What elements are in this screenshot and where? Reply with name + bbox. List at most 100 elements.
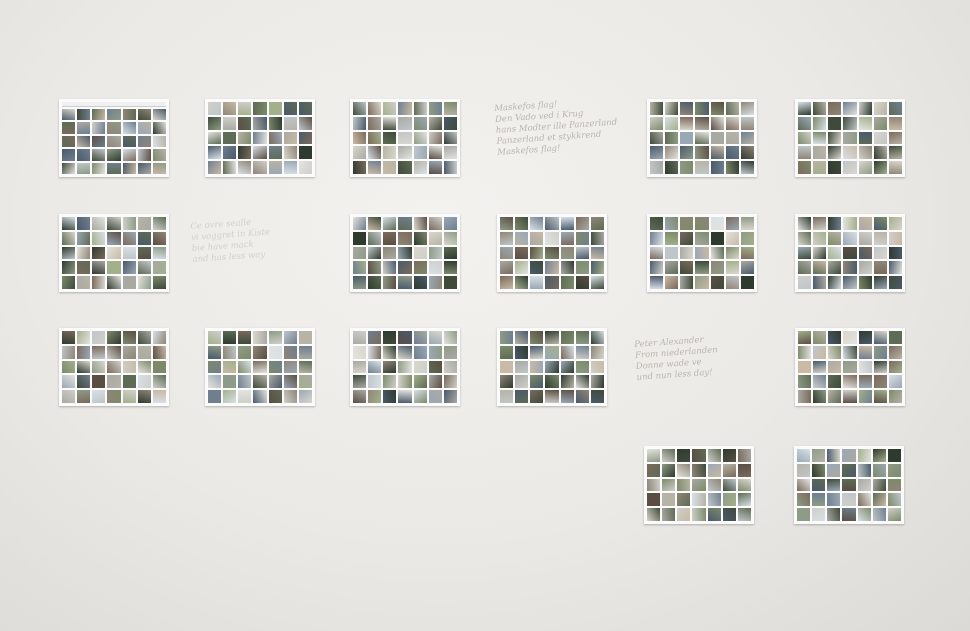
- photo-thumbnail: [812, 463, 826, 477]
- photo-thumbnail: [398, 345, 412, 359]
- photo-thumbnail: [828, 231, 842, 245]
- photo-thumbnail: [843, 161, 857, 174]
- photo-thumbnail: [530, 345, 544, 359]
- photo-thumbnail: [122, 390, 136, 403]
- photo-thumbnail: [283, 331, 297, 344]
- photo-thumbnail: [857, 449, 871, 462]
- photo-thumbnail: [77, 261, 91, 275]
- photo-thumbnail: [238, 331, 252, 344]
- photo-thumbnail: [413, 261, 427, 275]
- photo-thumbnail: [858, 102, 872, 115]
- photo-thumbnail: [62, 390, 76, 403]
- photo-thumbnail: [500, 276, 514, 289]
- photo-thumbnail: [662, 493, 676, 507]
- photo-thumbnail: [740, 217, 754, 230]
- photo-thumbnail: [665, 231, 679, 245]
- photo-thumbnail: [740, 116, 754, 130]
- photo-thumbnail: [575, 331, 589, 344]
- photo-thumbnail: [122, 246, 136, 260]
- handwritten-note-top: Maskefos flag! Den Vado ved i Krug hans …: [494, 99, 618, 158]
- photo-thumbnail: [873, 102, 887, 115]
- photo-thumbnail: [77, 360, 91, 374]
- photo-thumbnail: [813, 261, 827, 275]
- photo-thumbnail: [223, 390, 237, 403]
- photo-thumbnail: [428, 261, 442, 275]
- photo-thumbnail: [428, 131, 442, 145]
- photo-thumbnail: [428, 246, 442, 260]
- photo-thumbnail: [680, 261, 694, 275]
- photo-thumbnail: [62, 276, 76, 289]
- photo-thumbnail: [665, 116, 679, 130]
- photo-thumbnail: [253, 146, 267, 160]
- photo-thumbnail: [590, 345, 604, 359]
- photo-thumbnail: [238, 146, 252, 160]
- photo-thumbnail: [692, 478, 706, 492]
- photo-thumbnail: [662, 463, 676, 477]
- photo-thumbnail: [238, 116, 252, 130]
- photo-thumbnail: [710, 146, 724, 160]
- photo-thumbnail: [253, 161, 267, 174]
- photo-thumbnail: [722, 463, 736, 477]
- photo-thumbnail: [122, 109, 136, 121]
- photo-thumbnail: [677, 449, 691, 462]
- photo-thumbnail: [298, 345, 312, 359]
- photo-thumbnail: [152, 360, 166, 374]
- photo-thumbnail: [575, 231, 589, 245]
- photo-thumbnail: [107, 246, 121, 260]
- photo-print-r2-c4: [497, 214, 607, 292]
- photo-thumbnail: [500, 345, 514, 359]
- photo-thumbnail: [813, 231, 827, 245]
- photo-thumbnail: [813, 345, 827, 359]
- photo-thumbnail: [858, 390, 872, 403]
- photo-thumbnail: [530, 261, 544, 275]
- photo-thumbnail: [827, 478, 841, 492]
- photo-thumbnail: [575, 345, 589, 359]
- photo-thumbnail: [858, 217, 872, 230]
- photo-thumbnail: [740, 261, 754, 275]
- photo-thumbnail: [707, 478, 721, 492]
- photo-thumbnail: [253, 331, 267, 344]
- photo-thumbnail: [710, 116, 724, 130]
- photo-thumbnail: [695, 146, 709, 160]
- photo-thumbnail: [368, 261, 382, 275]
- photo-thumbnail: [873, 146, 887, 160]
- photo-thumbnail: [253, 360, 267, 374]
- photo-thumbnail: [737, 493, 751, 507]
- photo-thumbnail: [137, 162, 151, 174]
- photo-thumbnail: [443, 276, 457, 289]
- photo-thumbnail: [692, 508, 706, 521]
- photo-thumbnail: [650, 146, 664, 160]
- photo-print-r3-c2: [205, 328, 315, 406]
- photo-thumbnail: [443, 102, 457, 115]
- photo-thumbnail: [398, 161, 412, 174]
- photo-thumbnail: [873, 217, 887, 230]
- photo-thumbnail: [353, 375, 367, 389]
- photo-thumbnail: [740, 231, 754, 245]
- photo-thumbnail: [740, 276, 754, 289]
- photo-thumbnail: [62, 135, 76, 148]
- photo-thumbnail: [575, 261, 589, 275]
- photo-thumbnail: [398, 375, 412, 389]
- photo-thumbnail: [665, 246, 679, 260]
- photo-thumbnail: [398, 261, 412, 275]
- photo-thumbnail: [428, 390, 442, 403]
- photo-thumbnail: [725, 261, 739, 275]
- photo-thumbnail: [858, 116, 872, 130]
- photo-thumbnail: [92, 162, 106, 174]
- photo-print-r3-c4: [497, 328, 607, 406]
- photo-thumbnail: [662, 449, 676, 462]
- photo-thumbnail: [828, 102, 842, 115]
- photo-thumbnail: [152, 162, 166, 174]
- photo-thumbnail: [888, 345, 902, 359]
- photo-thumbnail: [680, 116, 694, 130]
- photo-thumbnail: [545, 360, 559, 374]
- photo-thumbnail: [353, 390, 367, 403]
- photo-thumbnail: [842, 478, 856, 492]
- photo-thumbnail: [268, 131, 282, 145]
- photo-thumbnail: [842, 449, 856, 462]
- photo-thumbnail: [208, 375, 222, 389]
- photo-thumbnail: [692, 463, 706, 477]
- photo-thumbnail: [530, 217, 544, 230]
- photo-thumbnail: [530, 331, 544, 344]
- photo-thumbnail: [560, 345, 574, 359]
